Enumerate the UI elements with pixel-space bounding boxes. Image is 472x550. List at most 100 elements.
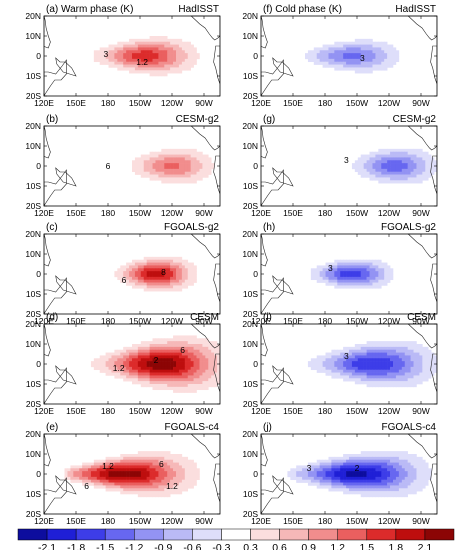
field-cell: [351, 67, 356, 71]
field-cell: [123, 491, 127, 495]
field-cell: [158, 491, 162, 495]
field-cell: [161, 70, 165, 74]
field-cell: [134, 482, 139, 486]
field-cell: [181, 41, 186, 45]
field-cell: [170, 349, 174, 353]
field-cell: [123, 462, 127, 466]
field-cell: [146, 268, 150, 272]
field-cell: [393, 459, 397, 463]
field-cell: [393, 177, 397, 181]
field-cell: [372, 279, 376, 283]
lon-tick-label: 150E: [66, 208, 86, 218]
field-cell: [176, 378, 180, 382]
field-cell: [193, 364, 197, 368]
field-cell: [173, 50, 177, 54]
field-cell: [129, 61, 133, 65]
field-cell: [79, 476, 83, 481]
field-cell: [340, 456, 344, 461]
field-cell: [105, 462, 109, 466]
field-cell: [372, 494, 376, 498]
field-cell: [181, 171, 186, 175]
field-cell: [398, 491, 403, 495]
lat-tick-label: 20N: [25, 429, 41, 439]
field-cell: [395, 381, 400, 385]
field-cell: [393, 171, 397, 175]
field-cell: [363, 58, 367, 63]
field-cell: [96, 462, 101, 466]
field-cell: [108, 56, 112, 60]
field-cell: [319, 459, 323, 463]
field-cell: [337, 361, 341, 365]
colorbar-bin: [308, 528, 338, 541]
field-cell: [99, 462, 103, 466]
field-cell: [193, 279, 197, 283]
coastline-asia: [44, 15, 51, 49]
field-cell: [214, 341, 218, 345]
field-cell: [161, 177, 165, 181]
field-cell: [398, 148, 403, 153]
field-cell: [381, 180, 385, 184]
field-cell: [372, 375, 376, 379]
field-cell: [322, 44, 326, 48]
field-cell: [211, 369, 215, 373]
field-cell: [158, 50, 162, 54]
field-cell: [331, 47, 335, 51]
field-cell: [354, 476, 359, 481]
field-cell: [410, 488, 414, 492]
field-cell: [155, 454, 159, 458]
field-cell: [187, 279, 191, 283]
field-cell: [384, 154, 388, 158]
field-cell: [146, 366, 150, 371]
field-cell: [425, 174, 429, 178]
field-cell: [152, 288, 156, 292]
field-cell: [363, 369, 367, 373]
field-cell: [325, 471, 329, 475]
coastline-americaN: [407, 233, 437, 259]
field-cell: [111, 56, 115, 60]
field-cell: [369, 491, 373, 495]
field-cell: [375, 462, 379, 466]
field-cell: [349, 44, 353, 48]
field-cell: [346, 476, 350, 481]
field-cell: [360, 50, 364, 54]
field-cell: [334, 485, 338, 489]
field-cell: [387, 491, 391, 495]
field-cell: [384, 349, 388, 353]
field-cell: [114, 369, 118, 373]
field-cell: [184, 471, 189, 475]
field-cell: [325, 274, 329, 278]
field-cell: [149, 488, 153, 492]
field-cell: [422, 366, 426, 371]
field-cell: [190, 265, 194, 269]
field-cell: [88, 474, 92, 478]
field-cell: [167, 256, 171, 261]
field-cell: [170, 180, 174, 184]
field-cell: [137, 285, 142, 289]
field-cell: [390, 168, 394, 173]
field-cell: [164, 369, 168, 373]
field-cell: [152, 346, 156, 351]
field-cell: [190, 154, 194, 158]
field-cell: [404, 177, 408, 181]
field-cell: [384, 361, 388, 365]
field-cell: [369, 468, 373, 472]
field-cell: [340, 482, 344, 486]
field-cell: [337, 279, 341, 283]
field-cell: [129, 67, 133, 71]
field-cell: [170, 386, 174, 391]
field-cell: [398, 485, 403, 489]
field-cell: [404, 171, 408, 175]
field-cell: [149, 459, 153, 463]
field-cell: [146, 381, 150, 385]
field-cell: [322, 465, 326, 469]
field-cell: [143, 364, 147, 368]
field-cell: [398, 451, 403, 455]
field-cell: [137, 459, 142, 463]
field-cell: [419, 465, 423, 469]
field-cell: [354, 53, 359, 57]
field-cell: [360, 369, 364, 373]
field-cell: [360, 285, 364, 289]
colorbar-bin: [75, 528, 106, 541]
field-cell: [143, 476, 147, 481]
field-cell: [85, 471, 89, 475]
